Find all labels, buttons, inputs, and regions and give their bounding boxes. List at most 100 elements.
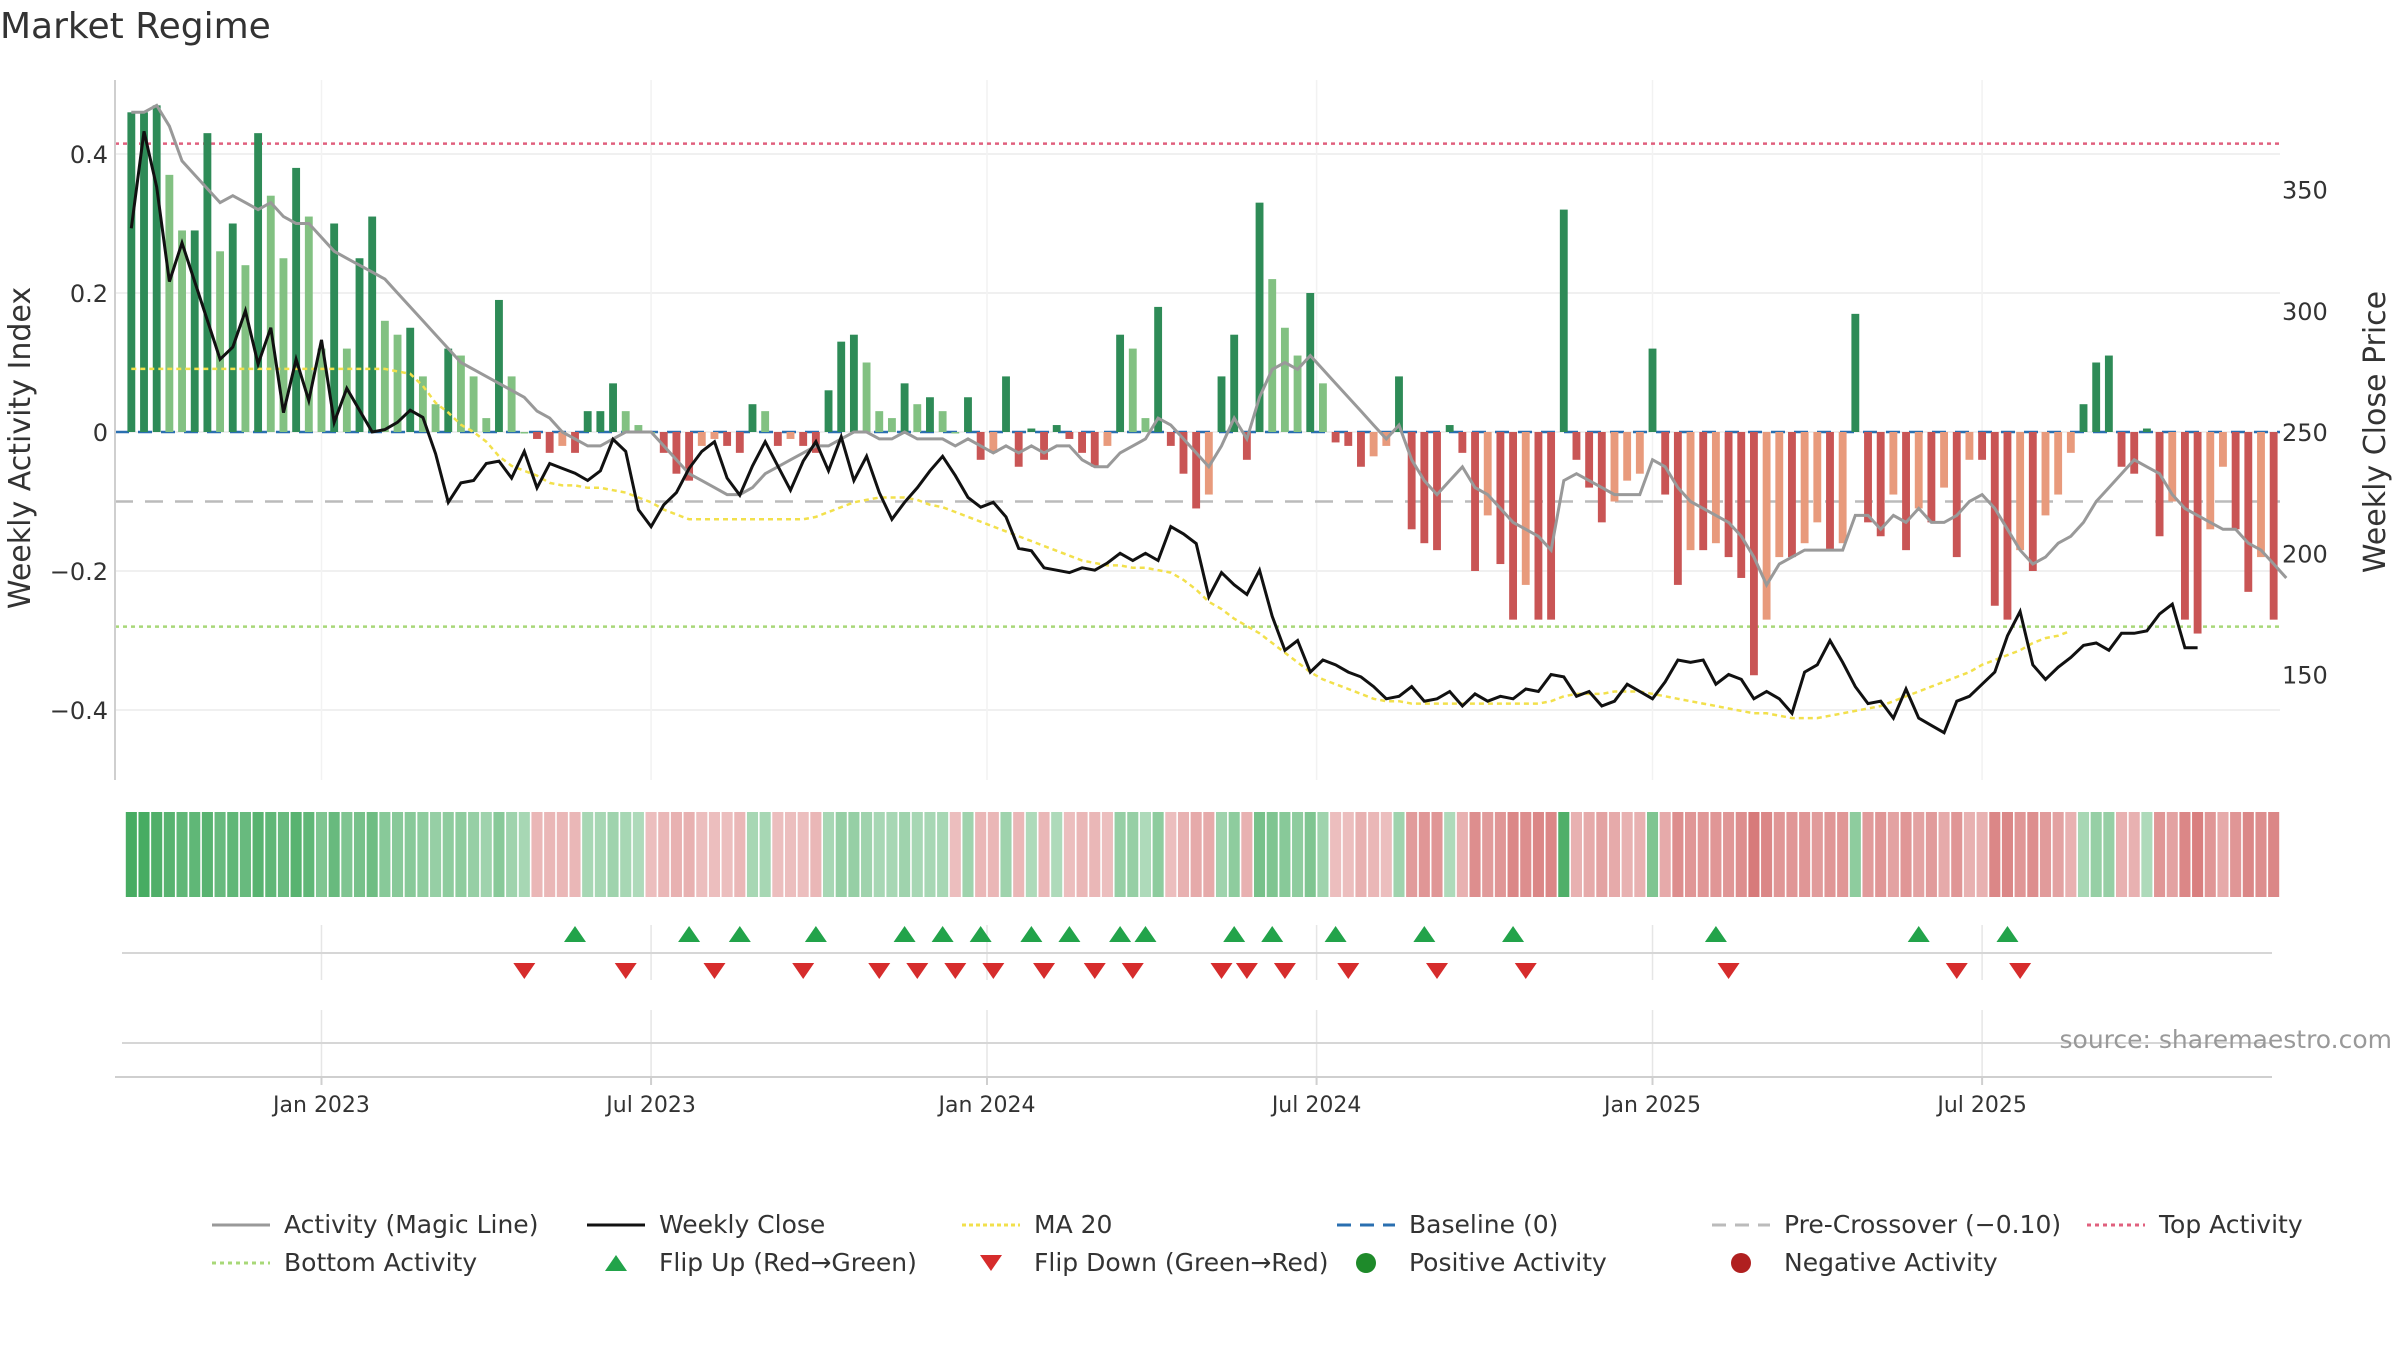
regime-strip-cell [658,812,670,897]
regime-strip-cell [1799,812,1811,897]
activity-bar [1331,432,1340,443]
activity-bar [1559,209,1568,432]
activity-bar [1128,348,1137,432]
ma20-line [131,367,2072,720]
regime-strip-cell [1710,812,1722,897]
regime-strip-cell [544,812,556,897]
y2-tick-label: 250 [2282,419,2328,447]
activity-bar [1572,432,1581,460]
regime-strip-cell [138,812,150,897]
regime-strip-cell [404,812,416,897]
regime-strip-cell [1266,812,1278,897]
activity-bar [2168,432,2177,502]
legend-item: Weekly Close [585,1210,825,1239]
activity-bar [393,334,402,432]
regime-strip-cell [2001,812,2013,897]
regime-strip-cell [594,812,606,897]
regime-strip-cell [1786,812,1798,897]
regime-strip-cell [1735,812,1747,897]
activity-bar [1280,327,1289,432]
flip-down-icon [1426,963,1449,979]
y-tick-label: 0.2 [70,280,108,308]
regime-strip-cell [696,812,708,897]
activity-bar [773,432,782,446]
regime-strip-cell [1773,812,1785,897]
flip-up-icon [804,926,827,942]
regime-strip-cell [1748,812,1760,897]
flip-down-icon [868,963,891,979]
regime-strip-cell [937,812,949,897]
legend-item: Flip Down (Green→Red) [960,1248,1329,1277]
y2-axis-label: Weekly Close Price [2358,291,2393,573]
regime-strip-cell [151,812,163,897]
activity-bar [1420,432,1429,544]
activity-bar [875,411,884,432]
legend-label: Top Activity [2159,1210,2303,1239]
regime-strip-cell [1380,812,1392,897]
activity-bar [1040,432,1048,460]
activity-bar [2244,432,2253,592]
regime-strip-cell [1532,812,1544,897]
regime-strip-cell [531,812,543,897]
regime-strip-cell [873,812,885,897]
flip-down-icon [1337,963,1360,979]
activity-bar [495,299,503,432]
activity-bar [456,355,465,432]
activity-bar [1471,432,1479,571]
regime-strip-cell [1444,812,1456,897]
flip-up-icon [1502,926,1525,942]
activity-bar [190,230,199,432]
activity-bar [355,258,364,432]
activity-bar [824,390,833,432]
regime-strip-cell [1254,812,1266,897]
activity-bar [241,265,250,432]
flip-up-icon [564,926,587,942]
flip-down-icon [1717,963,1740,979]
regime-strip-cell [125,812,137,897]
legend-item: Pre-Crossover (−0.10) [1710,1210,2061,1239]
activity-bar [1648,348,1657,432]
regime-strip-cell [1824,812,1836,897]
flip-up-icon [893,926,916,942]
activity-bar [609,383,617,432]
gridlines [115,80,2280,1080]
activity-bar [2028,432,2037,571]
activity-bar [2092,362,2101,432]
activity-bar [849,334,858,432]
regime-strip-cell [1063,812,1075,897]
regime-strip-cell [1190,812,1202,897]
activity-bar [1521,432,1530,585]
regime-strip-cell [1558,812,1570,897]
regime-strip-cell [1228,812,1240,897]
flip-up-icon [728,926,751,942]
activity-bar [1990,432,1999,606]
regime-strip-cell [721,812,733,897]
activity-bar [621,411,630,432]
regime-strip-cell [1925,812,1937,897]
regime-strip-cell [1355,812,1367,897]
activity-bar [583,411,592,432]
legend-line-gray-swatch [212,1223,270,1226]
regime-strip-cell [1811,812,1823,897]
regime-strip-cell [201,812,213,897]
activity-bar [1826,432,1834,551]
regime-strip-cell [1596,812,1608,897]
activity-bar [786,432,795,439]
axes: 0.4 0.2 0 −0.2 −0.4 350 300 250 200 150 Jan 2023 Ju… [50,80,2328,1118]
flip-down-icon [2009,963,2032,979]
regime-strip-cell [2039,812,2052,897]
activity-bar [533,432,541,439]
flip-down-icon [1514,963,1537,979]
activity-bar [1851,313,1860,432]
regime-strip-cell [328,812,340,897]
flip-down-icon [1033,963,1056,979]
legend-dotted-pink-swatch [2087,1223,2145,1226]
regime-strip-cell [1837,812,1849,897]
activity-bar [1445,425,1454,432]
regime-strip-cell [1431,812,1443,897]
activity-bar [1864,432,1872,523]
activity-bar [900,383,909,432]
legend-label: Flip Up (Red→Green) [659,1248,917,1277]
activity-bar [1141,418,1150,432]
